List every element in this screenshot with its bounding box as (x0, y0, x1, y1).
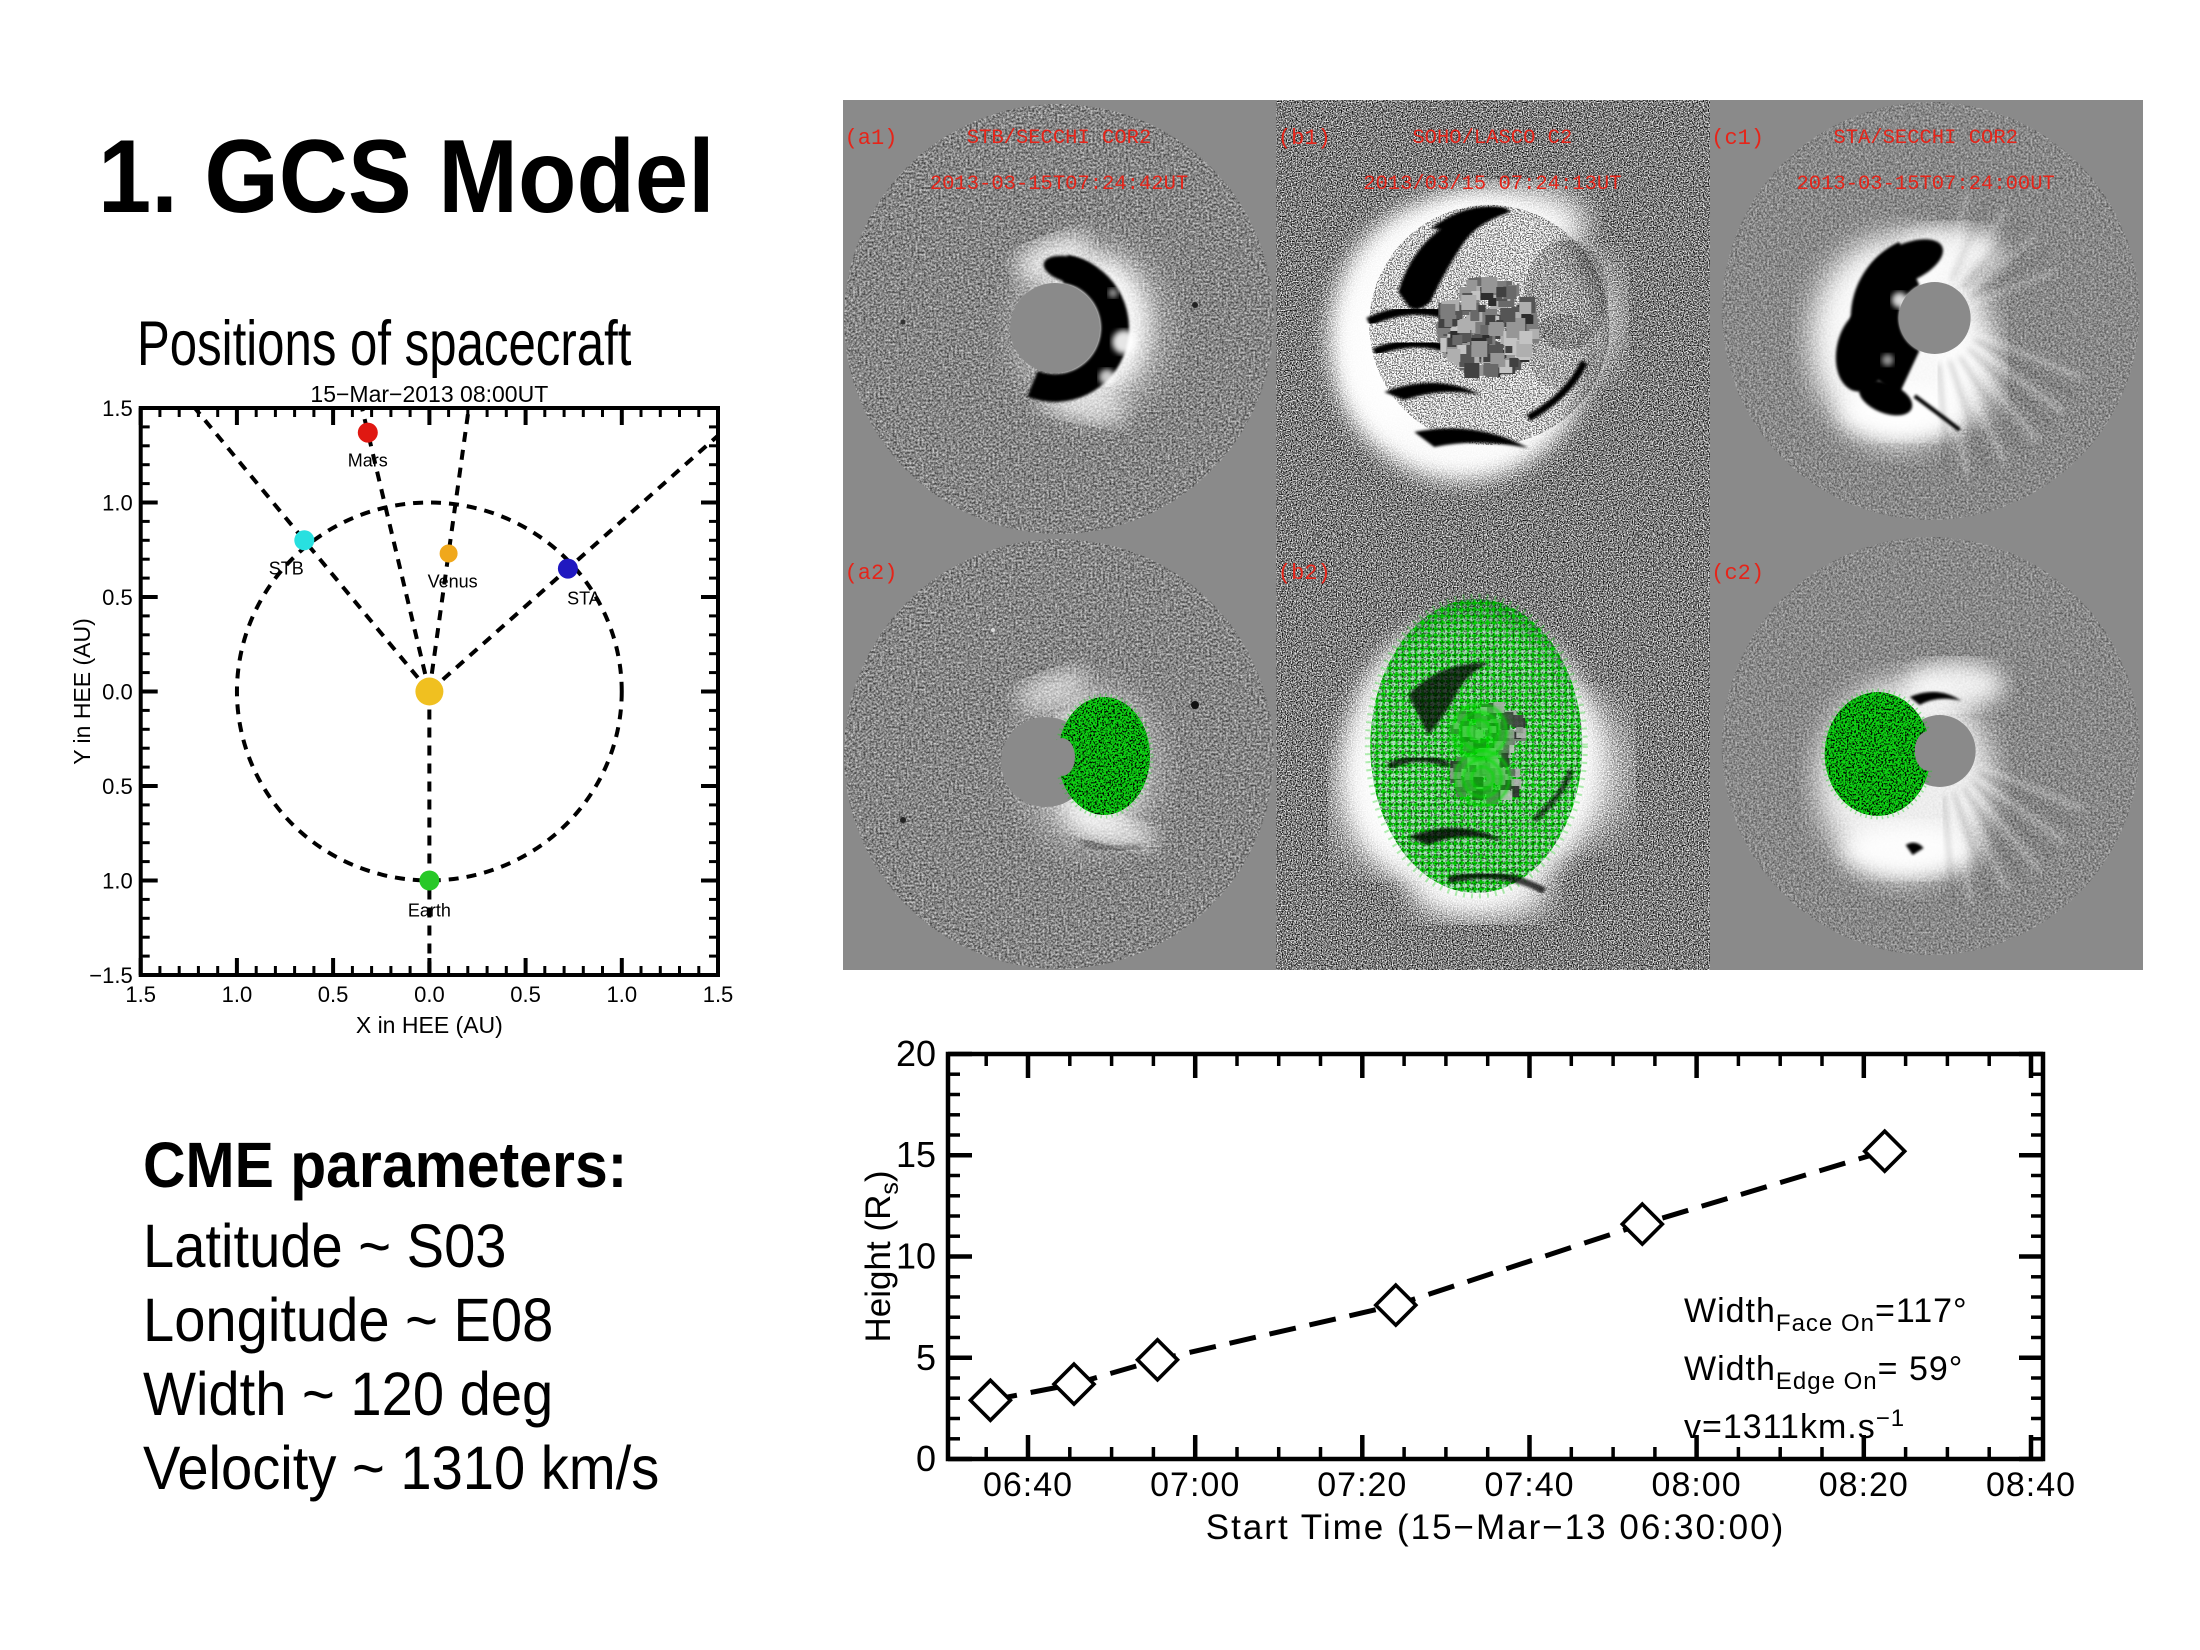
svg-text:0.5: 0.5 (318, 982, 349, 1007)
svg-text:1.0: 1.0 (222, 982, 253, 1007)
svg-text:STA/SECCHI COR2: STA/SECCHI COR2 (1833, 127, 2018, 150)
svg-text:1.5: 1.5 (102, 396, 133, 421)
svg-text:2013/03/15 07:24:13UT: 2013/03/15 07:24:13UT (1363, 173, 1621, 196)
svg-text:06:40: 06:40 (983, 1466, 1073, 1504)
svg-text:Height (Rs): Height (Rs) (860, 1171, 904, 1343)
svg-text:0.5: 0.5 (510, 982, 541, 1007)
svg-text:WidthEdge On= 59°: WidthEdge On= 59° (1684, 1350, 1963, 1395)
svg-text:X in HEE (AU): X in HEE (AU) (356, 1012, 503, 1038)
svg-text:(a2): (a2) (845, 561, 898, 586)
svg-text:2013-03-15T07:24:42UT: 2013-03-15T07:24:42UT (930, 173, 1188, 196)
svg-text:07:00: 07:00 (1150, 1466, 1240, 1504)
svg-text:15: 15 (896, 1134, 936, 1175)
svg-text:1.0: 1.0 (607, 982, 638, 1007)
svg-text:(c2): (c2) (1711, 561, 1764, 586)
svg-text:5: 5 (916, 1337, 936, 1378)
svg-text:(b2): (b2) (1278, 561, 1331, 586)
svg-text:08:40: 08:40 (1986, 1466, 2076, 1504)
svg-text:Mars: Mars (348, 451, 388, 471)
svg-text:SOHO/LASCO C2: SOHO/LASCO C2 (1412, 127, 1572, 150)
svg-text:0.0: 0.0 (102, 680, 133, 705)
svg-text:0.5: 0.5 (102, 774, 133, 799)
svg-text:0.5: 0.5 (102, 585, 133, 610)
svg-text:STB: STB (269, 558, 304, 578)
svg-text:Earth: Earth (408, 901, 451, 921)
svg-text:Venus: Venus (428, 572, 478, 592)
svg-text:15−Mar−2013 08:00UT: 15−Mar−2013 08:00UT (310, 381, 548, 407)
svg-text:−1.5: −1.5 (89, 963, 132, 988)
svg-text:(c1): (c1) (1711, 126, 1764, 151)
svg-text:Y in HEE (AU): Y in HEE (AU) (69, 618, 95, 765)
svg-text:1.0: 1.0 (102, 869, 133, 894)
svg-text:07:20: 07:20 (1317, 1466, 1407, 1504)
svg-text:Start Time (15−Mar−13 06:30:00: Start Time (15−Mar−13 06:30:00) (1206, 1508, 1786, 1547)
svg-text:10: 10 (896, 1236, 936, 1277)
svg-text:WidthFace On=117°: WidthFace On=117° (1684, 1292, 1968, 1337)
svg-text:(b1): (b1) (1278, 126, 1331, 151)
svg-text:0.0: 0.0 (414, 982, 445, 1007)
svg-text:STA: STA (567, 589, 601, 609)
svg-text:08:20: 08:20 (1819, 1466, 1909, 1504)
svg-text:2013-03-15T07:24:00UT: 2013-03-15T07:24:00UT (1796, 173, 2054, 196)
svg-text:0: 0 (916, 1438, 936, 1479)
svg-text:1.0: 1.0 (102, 491, 133, 516)
svg-text:v=1311km.s−1: v=1311km.s−1 (1684, 1405, 1905, 1446)
svg-text:STB/SECCHI COR2: STB/SECCHI COR2 (967, 127, 1152, 150)
svg-text:1.5: 1.5 (703, 982, 734, 1007)
svg-text:(a1): (a1) (845, 126, 898, 151)
svg-text:08:00: 08:00 (1652, 1466, 1742, 1504)
svg-text:1.5: 1.5 (125, 982, 156, 1007)
svg-text:20: 20 (896, 1033, 936, 1074)
svg-text:07:40: 07:40 (1484, 1466, 1574, 1504)
